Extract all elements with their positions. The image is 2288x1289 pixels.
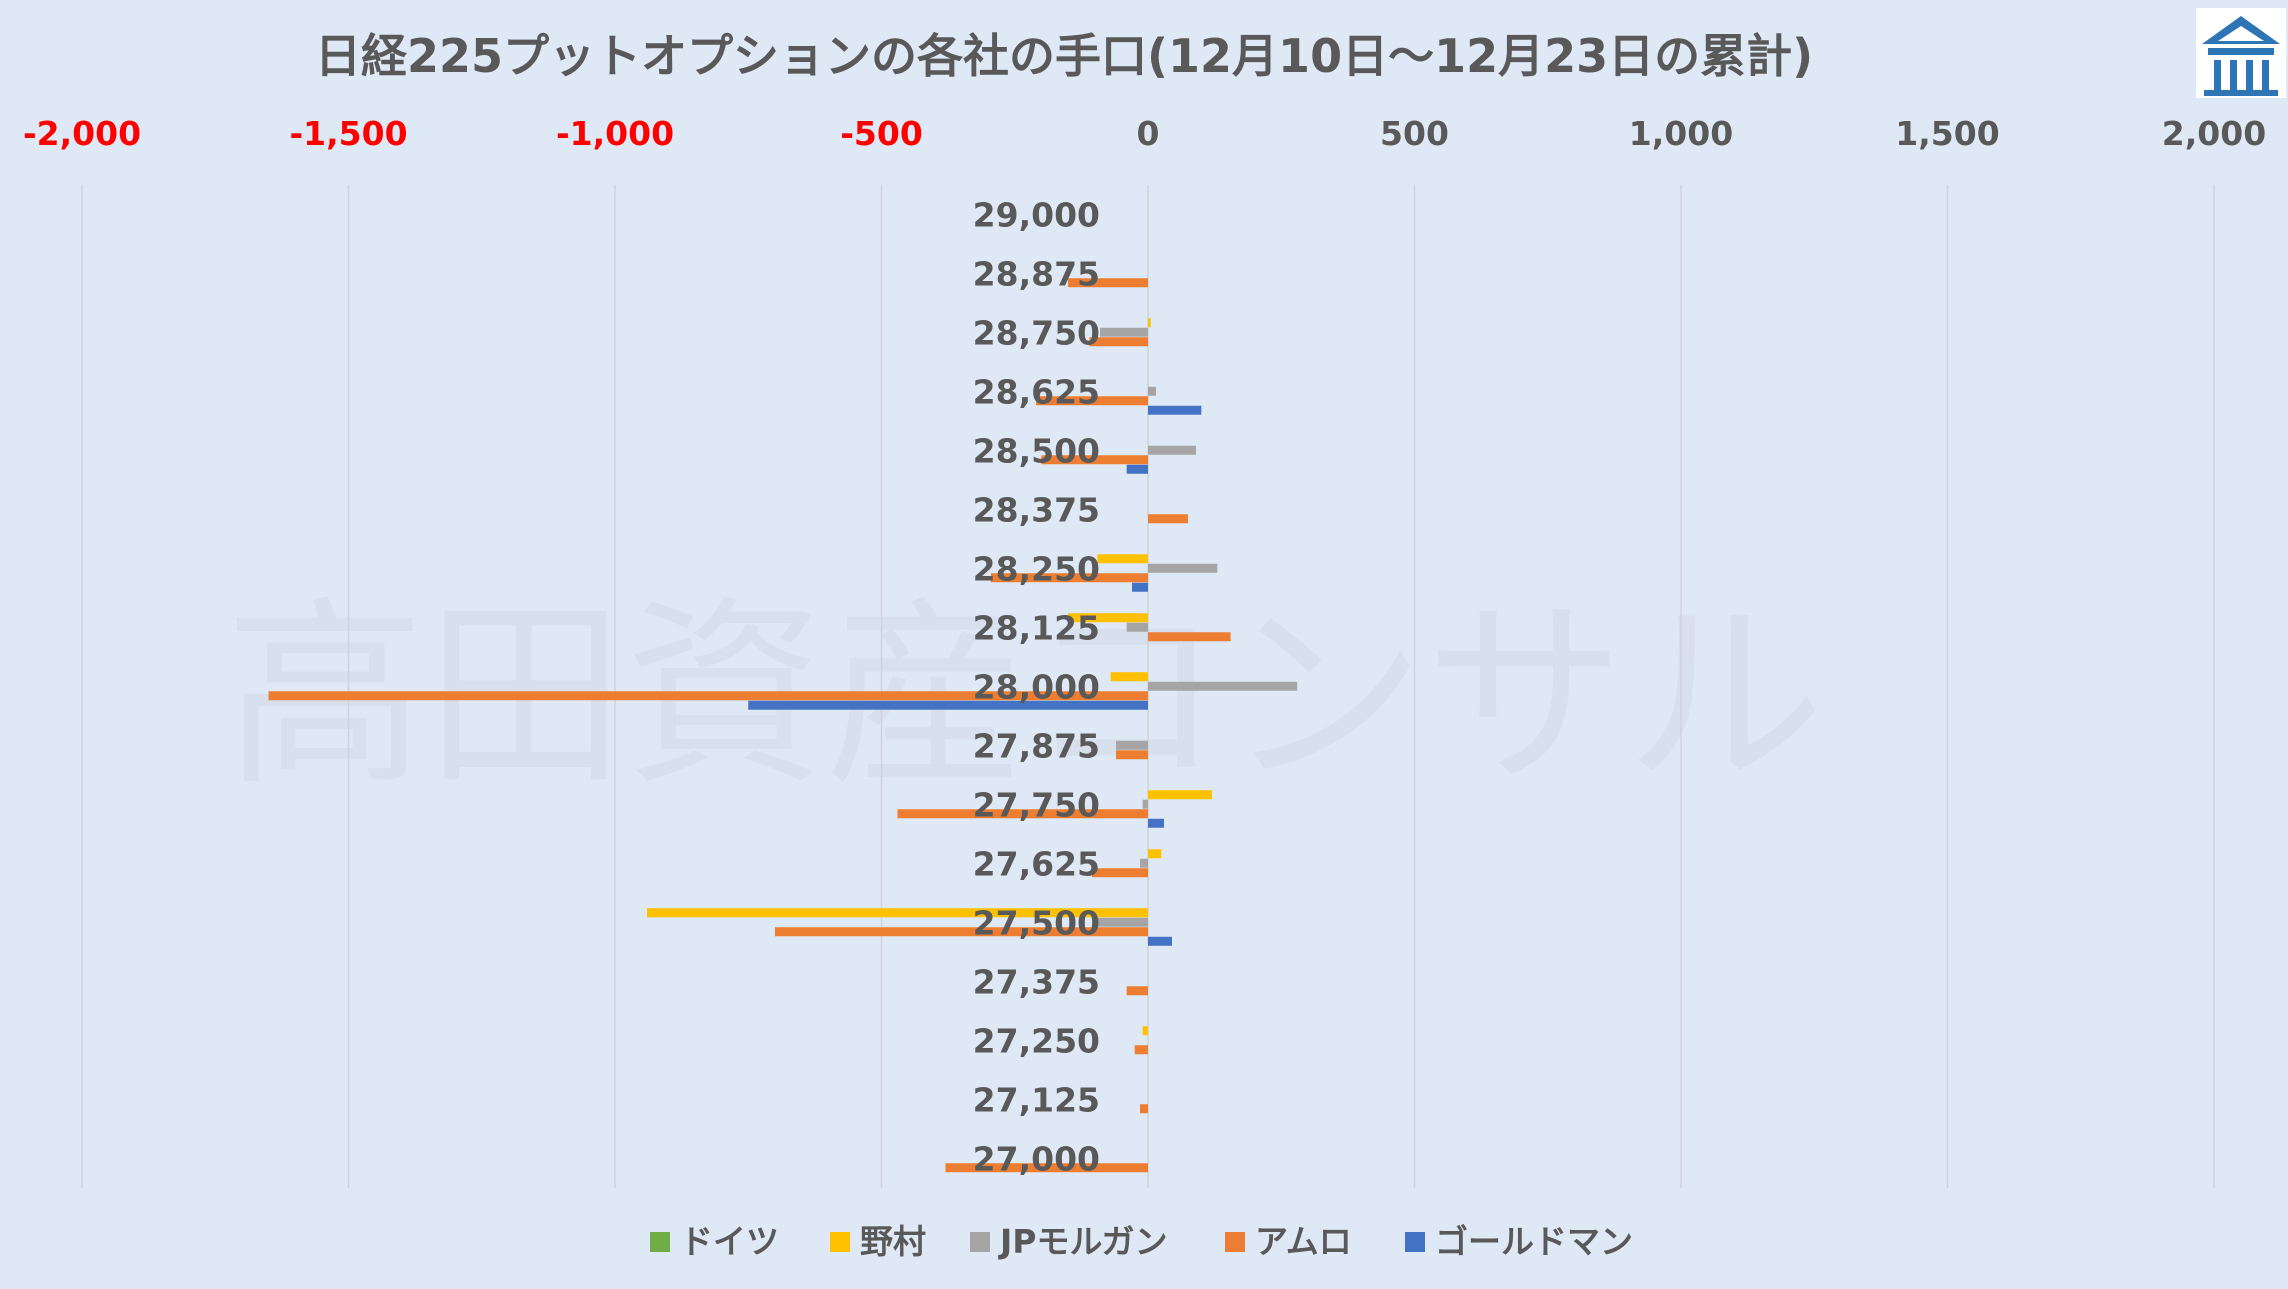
bar [268,691,1148,701]
y-tick-label: 27,750 [973,786,1100,825]
y-tick-label: 27,875 [973,727,1100,766]
x-tick-label: -500 [840,114,923,153]
bar [1148,563,1218,573]
bar [646,908,1148,918]
legend-label: JPモルガン [998,1222,1167,1261]
bar [1126,622,1148,632]
bar [1092,868,1148,878]
bar [1142,799,1148,809]
y-tick-label: 28,750 [973,314,1100,353]
y-tick-label: 27,125 [973,1081,1100,1120]
x-tick-label: 2,000 [2162,114,2266,153]
bar [1110,672,1148,682]
y-tick-label: 28,250 [973,550,1100,589]
x-tick-label: 1,500 [1895,114,1999,153]
legend-label: ドイツ [680,1222,779,1261]
legend: ドイツ 野村 JPモルガン アムロ ゴールドマン [650,1222,1633,1261]
legend-swatch [1405,1232,1425,1252]
y-tick-label: 27,000 [973,1140,1100,1179]
bar [774,927,1148,937]
bar [1100,327,1148,337]
bar [1140,1104,1148,1114]
legend-label: アムロ [1255,1222,1352,1261]
bar [1126,464,1148,474]
bar [1148,632,1231,642]
y-tick-labels: 29,000 28,875 28,750 28,625 28,500 28,375 28,2… [973,196,1100,1179]
bar [1036,396,1148,406]
bar [1148,681,1298,691]
bar [945,1163,1148,1173]
bar [1142,1026,1148,1036]
legend-label: 野村 [860,1222,926,1261]
bar [1148,849,1162,859]
y-tick-label: 27,375 [973,963,1100,1002]
y-tick-label: 28,875 [973,255,1100,294]
x-tick-label: 1,000 [1629,114,1733,153]
bar [748,700,1148,710]
y-tick-label: 27,625 [973,845,1100,884]
bar [1116,750,1148,760]
x-tick-label: -1,000 [556,114,674,153]
bar [1116,740,1148,750]
x-tick-label: 0 [1137,114,1160,153]
y-tick-label: 28,500 [973,432,1100,471]
y-tick-label: 29,000 [973,196,1100,235]
x-tick-label: -2,000 [23,114,141,153]
bar [1148,405,1202,415]
bar [1140,858,1148,868]
chart-title: 日経225プットオプションの各社の手口(12月10日～12月23日の累計) [315,29,1813,83]
legend-swatch [1225,1232,1245,1252]
bar [1097,554,1148,564]
x-tick-label: 500 [1380,114,1449,153]
bar [1134,1045,1148,1055]
bar [1148,936,1172,946]
bar [897,809,1148,819]
bar [990,573,1148,583]
bar [1148,818,1164,828]
x-tick-labels: -2,000 -1,500 -1,000 -500 0 500 1,000 1,500 2,00… [23,114,2266,153]
y-tick-label: 28,625 [973,373,1100,412]
bar [1148,514,1188,524]
bar [1089,337,1148,347]
legend-label: ゴールドマン [1435,1222,1633,1261]
x-tick-label: -1,500 [289,114,407,153]
y-tick-label: 27,500 [973,904,1100,943]
bar [1148,318,1151,328]
bar [1041,455,1148,465]
y-tick-label: 28,375 [973,491,1100,530]
bar [1094,917,1148,927]
pavilion-logo-icon [2196,8,2286,98]
legend-swatch [830,1232,850,1252]
y-tick-label: 27,250 [973,1022,1100,1061]
bar [1068,278,1148,288]
bar [1148,790,1212,800]
legend-swatch [970,1232,990,1252]
bar [1126,986,1148,996]
legend-swatch [650,1232,670,1252]
y-tick-label: 28,125 [973,609,1100,648]
bar [1148,445,1196,455]
bar [1148,386,1156,396]
bars [268,278,1298,1173]
y-tick-label: 28,000 [973,668,1100,707]
bar [1068,613,1148,623]
bar [1132,582,1148,592]
